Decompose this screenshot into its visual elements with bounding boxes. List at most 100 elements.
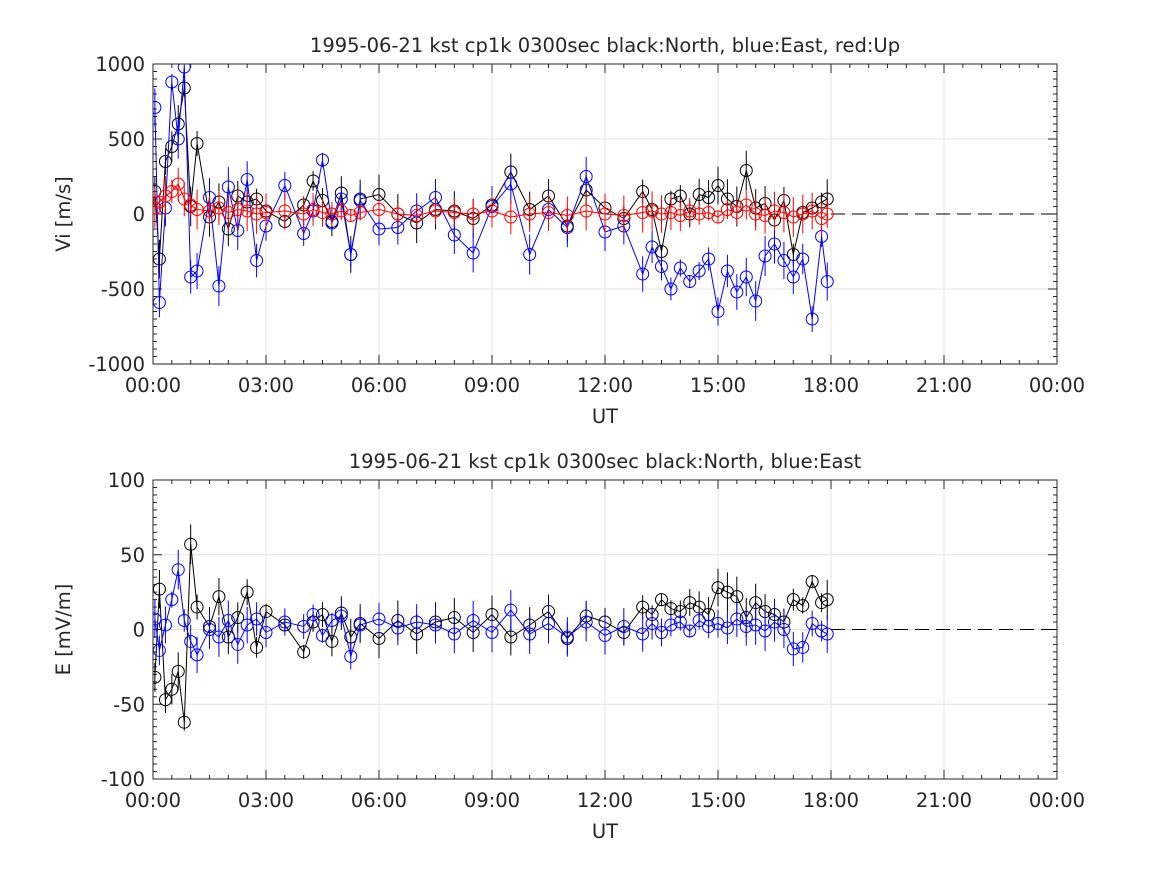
efield-east-point xyxy=(250,612,264,626)
efield-east-point xyxy=(805,617,819,631)
velocity-y-tick-label: -500 xyxy=(101,278,145,301)
efield-north-point xyxy=(184,537,198,551)
velocity-up-point xyxy=(203,204,216,218)
efield-east-point xyxy=(692,614,706,628)
velocity-east-point xyxy=(636,267,650,281)
velocity-up-point xyxy=(711,210,725,224)
velocity-x-tick-label: 18:00 xyxy=(803,374,859,397)
efield-east-point xyxy=(655,625,668,639)
efield-east-point xyxy=(316,628,329,642)
velocity-east-point xyxy=(796,252,810,266)
velocity-up-point xyxy=(820,207,834,221)
velocity-east-point xyxy=(664,282,678,296)
velocity-up-point xyxy=(636,206,650,219)
efield-north-point xyxy=(177,715,191,729)
efield-north-point xyxy=(796,599,810,613)
efield-y-tick-label: -100 xyxy=(101,768,145,791)
efield-east-point xyxy=(777,623,791,636)
efield-east-point xyxy=(768,615,781,629)
efield-x-tick-label: 00:00 xyxy=(125,789,181,812)
efield-east-point xyxy=(466,614,480,628)
velocity-up-line xyxy=(154,183,828,220)
efield-north-line xyxy=(154,544,828,723)
velocity-north-point xyxy=(692,188,706,201)
velocity-y-tick-label: 1000 xyxy=(95,53,145,76)
velocity-panel: 1995-06-21 kst cp1k 0300sec black:North,… xyxy=(52,34,1085,428)
velocity-east-point xyxy=(504,177,518,191)
velocity-east-point xyxy=(171,132,185,146)
velocity-up-point xyxy=(325,207,339,221)
velocity-up-point xyxy=(664,206,678,219)
efield-y-axis-label: E [mV/m] xyxy=(52,584,75,676)
efield-y-tick-label: 50 xyxy=(120,544,145,567)
efield-x-tick-label: 21:00 xyxy=(916,789,972,812)
velocity-east-point xyxy=(466,246,480,260)
velocity-east-line xyxy=(154,66,828,320)
velocity-up-point xyxy=(692,207,706,221)
velocity-up-point xyxy=(353,206,367,219)
velocity-east-point xyxy=(805,312,819,326)
efield-east-point xyxy=(730,612,744,626)
velocity-east-point xyxy=(165,75,179,89)
efield-east-point xyxy=(259,625,273,639)
velocity-up-point xyxy=(190,203,204,216)
velocity-up-point xyxy=(221,206,235,219)
efield-east-point xyxy=(221,614,235,628)
efield-north-point xyxy=(786,593,800,607)
velocity-x-tick-label: 00:00 xyxy=(1029,374,1085,397)
velocity-up-point xyxy=(429,204,442,218)
velocity-x-tick-label: 12:00 xyxy=(577,374,633,397)
electric-field-panel: 1995-06-21 kst cp1k 0300sec black:North,… xyxy=(52,450,1085,843)
velocity-up-point xyxy=(410,209,424,222)
velocity-east-point xyxy=(447,228,461,242)
velocity-axes-box xyxy=(152,63,1058,365)
efield-north-point xyxy=(820,593,834,607)
efield-east-point xyxy=(190,648,204,662)
velocity-east-point xyxy=(523,248,537,261)
velocity-series-north xyxy=(153,79,834,279)
velocity-east-point xyxy=(250,254,264,267)
velocity-east-point xyxy=(655,260,668,273)
velocity-east-point xyxy=(177,64,191,74)
velocity-up-point xyxy=(805,204,819,218)
efield-east-point xyxy=(739,620,753,634)
efield-east-point xyxy=(820,627,834,641)
velocity-up-point xyxy=(259,206,273,219)
velocity-up-point xyxy=(749,207,763,221)
efield-east-point xyxy=(212,630,226,644)
efield-east-point xyxy=(353,618,367,632)
velocity-up-point xyxy=(739,198,753,212)
efield-north-point xyxy=(240,585,254,599)
velocity-x-tick-label: 09:00 xyxy=(464,374,520,397)
velocity-east-point xyxy=(579,170,593,183)
velocity-up-point xyxy=(231,203,245,216)
velocity-east-point xyxy=(786,270,800,284)
efield-north-point xyxy=(231,611,245,625)
velocity-up-point xyxy=(250,207,264,221)
efield-east-point xyxy=(542,617,555,631)
efield-east-point xyxy=(306,608,320,622)
efield-y-tick-label: 0 xyxy=(133,619,145,642)
velocity-y-tick-label: 500 xyxy=(108,128,145,151)
velocity-east-point xyxy=(372,222,386,236)
efield-east-point xyxy=(391,621,405,635)
velocity-up-point xyxy=(344,209,358,222)
efield-east-point xyxy=(334,609,348,623)
efield-east-point xyxy=(410,615,424,629)
velocity-north-point xyxy=(702,191,716,204)
efield-east-point xyxy=(297,620,311,634)
efield-x-axis-label: UT xyxy=(592,820,618,843)
efield-east-point xyxy=(617,620,631,634)
efield-series-east xyxy=(153,549,834,674)
velocity-up-point xyxy=(523,207,537,221)
velocity-east-point xyxy=(692,264,706,278)
velocity-up-point xyxy=(542,206,555,219)
efield-north-point xyxy=(153,670,162,684)
efield-y-tick-label: 100 xyxy=(108,469,145,492)
efield-east-point xyxy=(720,621,734,635)
velocity-x-axis-label: UT xyxy=(592,405,618,428)
velocity-east-point xyxy=(820,275,834,288)
efield-north-point xyxy=(171,664,185,678)
velocity-up-point xyxy=(720,203,734,216)
